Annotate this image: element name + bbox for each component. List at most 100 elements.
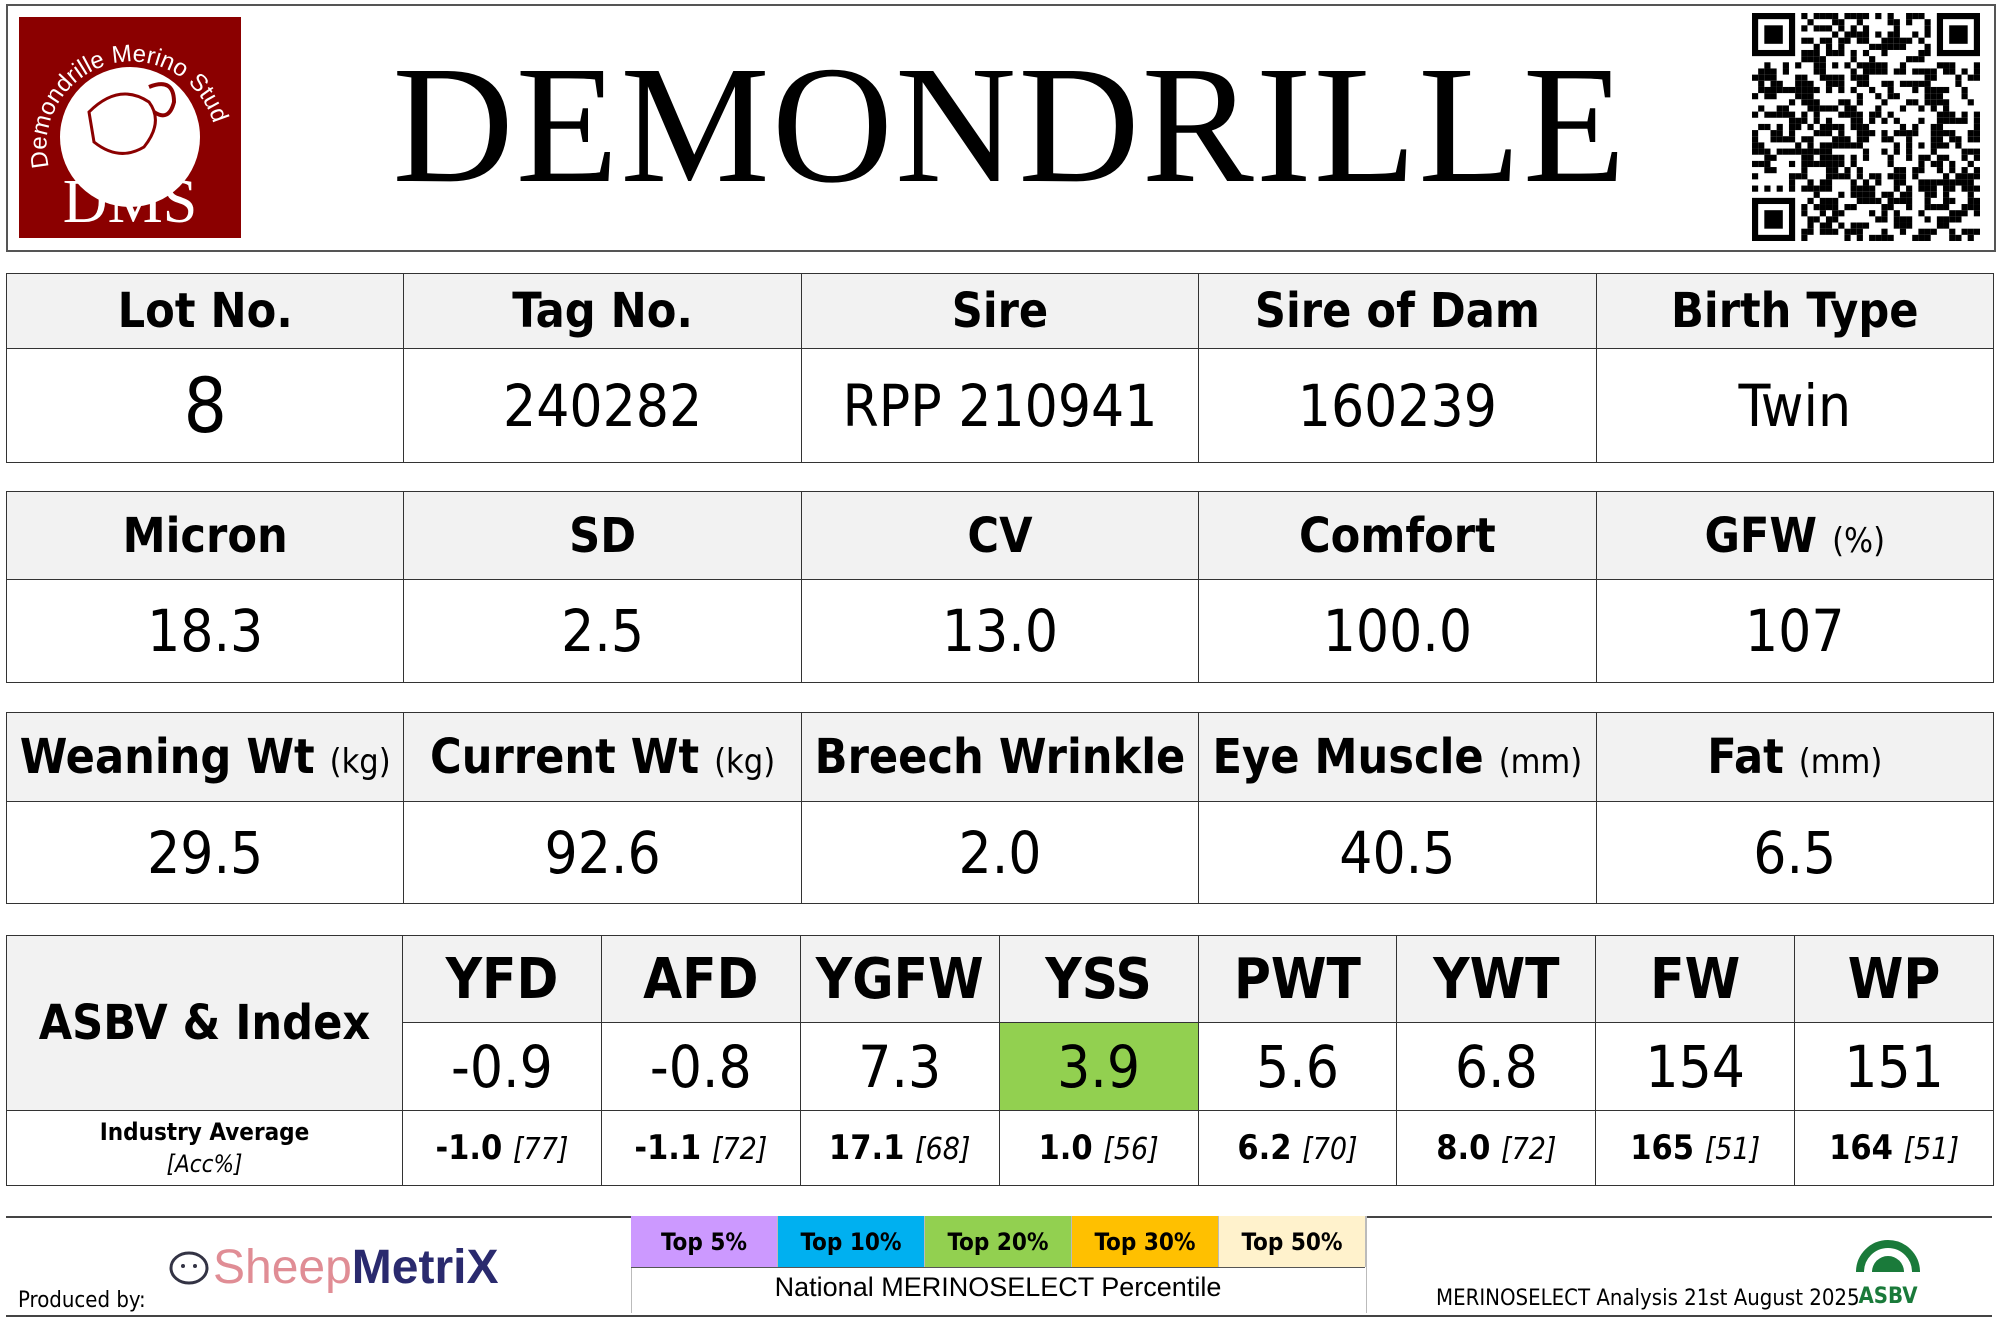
header-sire-of-dam: Sire of Dam: [1198, 273, 1597, 349]
industry-average-pwt: 6.2 [70]: [1197, 1110, 1398, 1186]
trait-value-pwt: 5.6: [1197, 1022, 1398, 1111]
acc-label: [Acc%]: [166, 1150, 243, 1178]
breech-wrinkle-value: 2.0: [800, 801, 1200, 904]
sheepmetrix-logo: Sheep MetriX: [165, 1240, 499, 1295]
wool-table: Micron SD CV Comfort GFW (%) 18.3 2.5 13.0 100.…: [5, 491, 1995, 683]
current-wt-value: 92.6: [403, 801, 802, 904]
sd-value: 2.5: [403, 579, 802, 683]
trait-header-pwt: PWT: [1197, 935, 1398, 1023]
legend-top-20: Top 20%: [925, 1216, 1072, 1267]
accuracy-value: [56]: [1103, 1132, 1159, 1167]
accuracy-value: [51]: [1903, 1132, 1960, 1167]
asbv-badge-text: ASBV: [1858, 1284, 1918, 1309]
avg-value: 165: [1630, 1128, 1695, 1168]
trait-value-fw: 154: [1595, 1022, 1796, 1111]
header-label: GFW: [1704, 507, 1818, 564]
trait-header-afd: AFD: [600, 935, 801, 1023]
avg-value: 1.0: [1038, 1128, 1093, 1168]
sheep-icon: [169, 1251, 209, 1284]
trait-header-yfd: YFD: [402, 935, 602, 1023]
industry-average-afd: -1.1 [72]: [600, 1110, 801, 1186]
legend-top-50: Top 50%: [1219, 1216, 1366, 1267]
header-label: Micron: [122, 507, 288, 564]
trait-header-ygfw: YGFW: [799, 935, 1000, 1023]
merinoselect-icon: [1856, 1240, 1920, 1273]
accuracy-value: [68]: [915, 1132, 971, 1167]
header-box: [6, 4, 1996, 252]
industry-average-fw: 165 [51]: [1595, 1110, 1796, 1186]
trait-value-ywt: 6.8: [1396, 1022, 1597, 1111]
industry-average-label: Industry Average [Acc%]: [6, 1110, 403, 1186]
trait-header-wp: WP: [1794, 935, 1994, 1023]
brand-metrix: MetriX: [351, 1241, 499, 1294]
dms-logo: DMS Demondrille Merino Stud: [19, 17, 241, 238]
header-unit: (mm): [1498, 742, 1583, 782]
header-comfort: Comfort: [1198, 491, 1597, 580]
header-birth-type: Birth Type: [1595, 273, 1995, 349]
industry-average-ywt: 8.0 [72]: [1396, 1110, 1597, 1186]
header-micron: Micron: [5, 491, 405, 580]
header-label: Fat: [1707, 729, 1784, 785]
avg-value: -1.0: [435, 1128, 503, 1168]
brand-sheep: Sheep: [213, 1241, 352, 1294]
asbv-table: ASBV & Index YFD AFD YGFW YSS PWT YWT FW WP -0.…: [6, 935, 1994, 1186]
asbv-label: ASBV & Index: [6, 935, 403, 1111]
birth-type-value: Twin: [1595, 348, 1995, 463]
avg-value: 6.2: [1237, 1128, 1292, 1168]
trait-header-yss: YSS: [998, 935, 1199, 1023]
accuracy-value: [77]: [513, 1132, 569, 1167]
animal-id-table: Lot No. Tag No. Sire Sire of Dam Birth T…: [5, 273, 1995, 463]
weaning-wt-value: 29.5: [5, 801, 405, 904]
qr-code-icon[interactable]: [1751, 13, 1981, 241]
avg-value: -1.1: [634, 1128, 702, 1168]
trait-value-yfd: -0.9: [402, 1022, 602, 1111]
header-label: Current Wt: [430, 729, 700, 785]
header-current-wt: Current Wt (kg): [403, 712, 802, 802]
trait-value-yss: 3.9: [998, 1022, 1199, 1111]
header-breech-wrinkle: Breech Wrinkle: [800, 712, 1200, 802]
industry-average-text: Industry Average: [99, 1118, 310, 1146]
legend-top-30: Top 30%: [1072, 1216, 1219, 1267]
header-unit: (kg): [329, 742, 391, 782]
header-label: Comfort: [1298, 507, 1496, 564]
legend-top-10: Top 10%: [778, 1216, 925, 1267]
page-title: DEMONDRILLE: [392, 32, 1628, 218]
header-label: Weaning Wt: [19, 729, 315, 785]
header-unit: (%): [1832, 520, 1886, 561]
trait-value-afd: -0.8: [600, 1022, 801, 1111]
header-label: Eye Muscle: [1212, 729, 1484, 785]
accuracy-value: [72]: [711, 1132, 768, 1167]
header-tag-no: Tag No.: [403, 273, 802, 349]
sire-value: RPP 210941: [800, 348, 1200, 463]
industry-average-wp: 164 [51]: [1794, 1110, 1994, 1186]
legend-top-5: Top 5%: [631, 1216, 778, 1267]
industry-average-ygfw: 17.1 [68]: [799, 1110, 1000, 1186]
trait-header-ywt: YWT: [1396, 935, 1597, 1023]
header-label: SD: [569, 507, 637, 564]
accuracy-value: [51]: [1704, 1132, 1761, 1167]
sire-of-dam-value: 160239: [1198, 348, 1597, 463]
cv-value: 13.0: [800, 579, 1200, 683]
header-eye-muscle: Eye Muscle (mm): [1198, 712, 1597, 802]
produced-by-label: Produced by:: [18, 1288, 146, 1313]
accuracy-value: [72]: [1501, 1132, 1557, 1167]
avg-value: 8.0: [1436, 1128, 1491, 1168]
header-weaning-wt: Weaning Wt (kg): [5, 712, 405, 802]
header-label: CV: [967, 507, 1033, 564]
industry-average-yfd: -1.0 [77]: [402, 1110, 602, 1186]
lot-no-value: 8: [5, 348, 405, 463]
trait-value-wp: 151: [1794, 1022, 1994, 1111]
header-gfw: GFW (%): [1595, 491, 1995, 580]
fat-value: 6.5: [1595, 801, 1995, 904]
header-label: Breech Wrinkle: [814, 729, 1186, 785]
header-fat: Fat (mm): [1595, 712, 1995, 802]
header-cv: CV: [800, 491, 1200, 580]
analysis-date: MERINOSELECT Analysis 21st August 2025: [1436, 1286, 1860, 1311]
carcass-table: Weaning Wt (kg) Current Wt (kg) Breech Wri…: [5, 712, 1995, 904]
trait-value-ygfw: 7.3: [799, 1022, 1000, 1111]
trait-header-fw: FW: [1595, 935, 1796, 1023]
avg-value: 17.1: [828, 1128, 905, 1168]
micron-value: 18.3: [5, 579, 405, 683]
avg-value: 164: [1829, 1128, 1893, 1168]
industry-average-yss: 1.0 [56]: [998, 1110, 1199, 1186]
